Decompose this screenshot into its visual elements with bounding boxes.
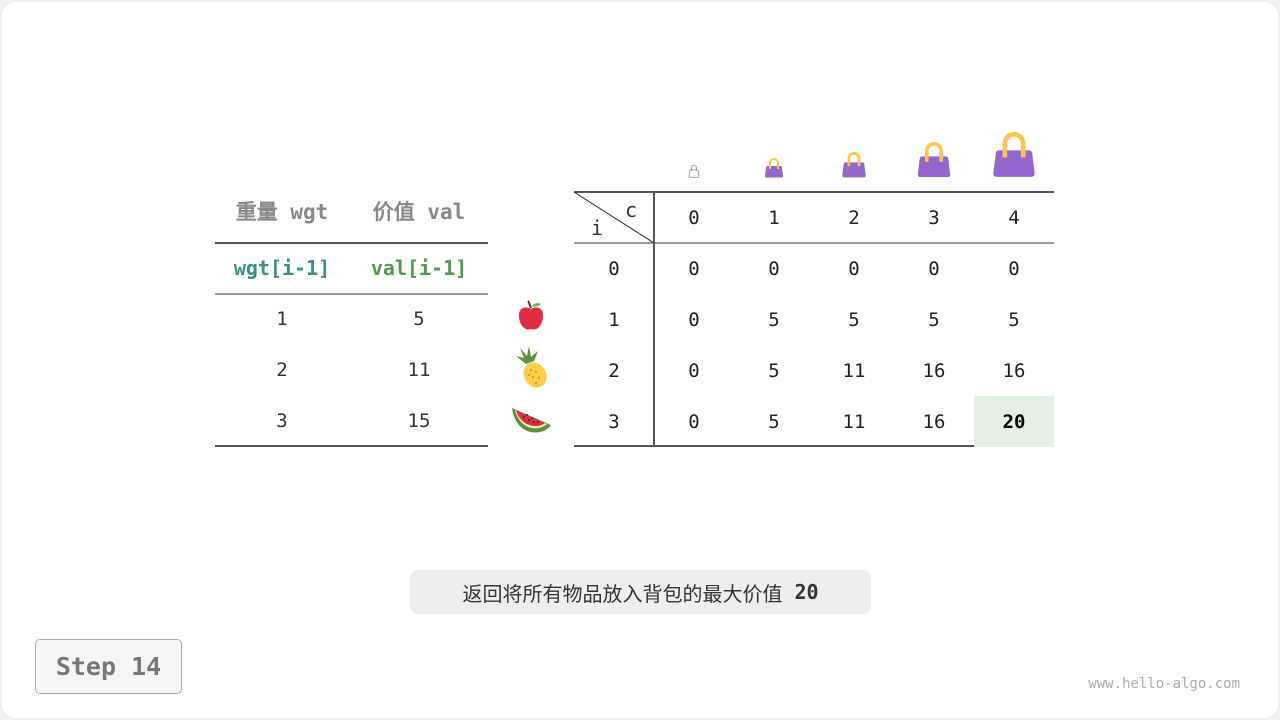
dp-cell: 5 [768, 410, 780, 433]
dp-cell: 0 [688, 308, 700, 331]
caption-text: 返回将所有物品放入背包的最大价值 [462, 581, 783, 606]
col-header: 2 [848, 206, 860, 229]
item-value: 15 [407, 410, 431, 432]
dp-cell: 16 [922, 410, 946, 433]
table-bottom-border [574, 445, 1054, 447]
item-weight: 2 [276, 359, 288, 381]
bag-capacity-0-icon [688, 164, 700, 178]
col-header: 1 [768, 206, 780, 229]
header-value: 价值 val [372, 200, 466, 224]
step-indicator[interactable]: Step 14 [35, 639, 182, 694]
item-value: 5 [413, 308, 425, 330]
col-header: 3 [928, 206, 940, 229]
diagonal-line [574, 192, 654, 243]
bag-capacity-4-icon [993, 132, 1035, 177]
dp-cell: 11 [842, 359, 866, 382]
col-header: 0 [688, 206, 700, 229]
dp-cell: 5 [928, 308, 940, 331]
watermark: www.hello-algo.com [1088, 676, 1240, 692]
dp-cell: 5 [1008, 308, 1020, 331]
dp-cell: 11 [842, 410, 866, 433]
result-caption: 返回将所有物品放入背包的最大价值 20 [410, 570, 871, 614]
dp-cell: 0 [688, 359, 700, 382]
row-axis-label: i [590, 216, 604, 240]
col-header: 4 [1008, 206, 1020, 229]
dp-cell: 0 [1008, 257, 1020, 280]
subheader-value: val[i-1] [370, 256, 468, 280]
apple-icon [518, 300, 544, 330]
dp-cell: 5 [768, 359, 780, 382]
item-weight: 1 [276, 308, 288, 330]
table-vertical-divider [653, 192, 655, 446]
dp-cell: 16 [922, 359, 946, 382]
header-weight: 重量 wgt [235, 200, 329, 224]
dp-cell: 5 [848, 308, 860, 331]
row-header: 0 [608, 257, 620, 280]
caption-value: 20 [794, 580, 819, 604]
item-weight: 3 [276, 410, 288, 432]
bag-capacity-2-icon [842, 152, 866, 178]
row-header: 3 [608, 410, 620, 433]
bag-capacity-3-icon [917, 142, 951, 178]
divider [215, 242, 488, 244]
dp-cell: 5 [768, 308, 780, 331]
row-header: 2 [608, 359, 620, 382]
subheader-weight: wgt[i-1] [233, 256, 331, 280]
watermelon-icon [512, 408, 551, 433]
pineapple-icon [516, 346, 547, 388]
table-top-border [574, 191, 1054, 193]
dp-cell: 0 [848, 257, 860, 280]
table-header-border [574, 242, 1054, 244]
dp-cell: 0 [688, 257, 700, 280]
row-header: 1 [608, 308, 620, 331]
col-axis-label: c [624, 198, 638, 222]
dp-cell: 0 [688, 410, 700, 433]
dp-cell: 0 [928, 257, 940, 280]
dp-cell: 20 [974, 396, 1054, 447]
divider [215, 293, 488, 295]
dp-cell: 0 [768, 257, 780, 280]
item-value: 11 [407, 359, 431, 381]
divider [215, 445, 488, 447]
dp-cell: 16 [1002, 359, 1026, 382]
bag-capacity-1-icon [765, 158, 783, 178]
